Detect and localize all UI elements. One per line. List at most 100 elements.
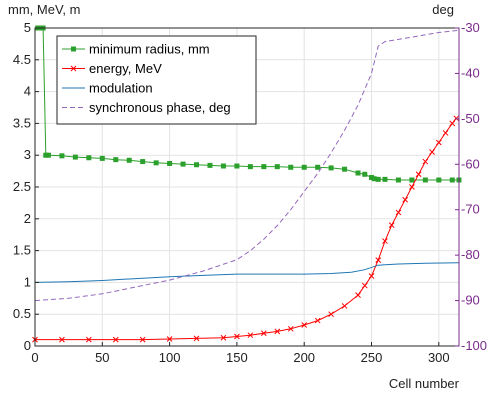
point-square-0 xyxy=(436,177,442,183)
legend-box xyxy=(56,35,257,125)
point-x-1 xyxy=(220,334,227,341)
y-right-tick-label: -90 xyxy=(461,293,480,308)
point-square-0 xyxy=(395,177,401,183)
point-square-0 xyxy=(194,162,200,168)
point-x-1 xyxy=(139,336,146,343)
point-square-0 xyxy=(113,157,119,163)
point-square-0 xyxy=(207,162,213,168)
point-x-1 xyxy=(314,317,321,324)
point-square-0 xyxy=(234,163,240,169)
x-tick-label: 150 xyxy=(226,350,248,365)
legend-marker-1 xyxy=(70,65,77,72)
point-x-1 xyxy=(435,139,442,146)
x-tick-label: 200 xyxy=(293,350,315,365)
legend-marker-0 xyxy=(71,46,76,52)
x-tick-label: 300 xyxy=(428,350,450,365)
y-left-tick-label: 4 xyxy=(24,84,31,99)
y-left-tick-label: 3 xyxy=(24,147,31,162)
point-square-0 xyxy=(449,177,455,183)
x-tick-label: 100 xyxy=(159,350,181,365)
point-square-0 xyxy=(274,164,280,170)
point-square-0 xyxy=(422,177,428,183)
point-square-0 xyxy=(86,155,92,161)
point-x-1 xyxy=(382,238,388,244)
point-x-1 xyxy=(112,336,119,343)
point-x-1 xyxy=(361,282,368,289)
point-square-0 xyxy=(220,163,226,169)
point-x-1 xyxy=(442,130,449,136)
point-square-0 xyxy=(371,176,377,182)
point-x-1 xyxy=(375,257,382,263)
point-x-1 xyxy=(449,120,456,127)
point-square-0 xyxy=(140,159,146,165)
point-x-1 xyxy=(234,333,240,340)
point-square-0 xyxy=(72,154,78,160)
point-x-1 xyxy=(59,336,65,343)
point-square-0 xyxy=(59,153,65,159)
point-x-1 xyxy=(429,149,435,155)
point-x-1 xyxy=(395,209,402,216)
y-left-tick-label: 2.5 xyxy=(13,179,31,194)
point-x-1 xyxy=(453,115,460,122)
y-left-tick-label: 1 xyxy=(24,274,31,289)
point-square-0 xyxy=(362,171,368,177)
point-square-0 xyxy=(315,164,321,170)
point-square-0 xyxy=(153,160,159,166)
point-x-1 xyxy=(355,292,361,298)
point-x-1 xyxy=(415,171,422,178)
point-x-1 xyxy=(328,311,334,318)
y-right-tick-label: -30 xyxy=(461,20,480,35)
series-line-3 xyxy=(34,29,460,302)
legend-label-2: modulation xyxy=(89,81,153,96)
x-tick-label: 50 xyxy=(95,350,109,365)
point-square-0 xyxy=(167,160,173,166)
point-square-0 xyxy=(382,176,388,182)
y-left-tick-label: 5 xyxy=(24,20,31,35)
x-tick-label: 250 xyxy=(361,350,383,365)
point-square-0 xyxy=(342,166,348,172)
y-right-tick-label: -100 xyxy=(461,338,487,353)
point-square-0 xyxy=(288,164,294,170)
y-right-tick-label: -80 xyxy=(461,247,480,262)
y-axis-right-label: deg xyxy=(432,2,454,17)
y-right-tick-label: -60 xyxy=(461,156,480,171)
point-x-1 xyxy=(260,330,267,337)
point-x-1 xyxy=(368,273,375,279)
point-x-1 xyxy=(274,328,281,335)
ticks: 0 50 100 150 200 250 300 0 0.5 1 1.5 2 2.5 3 3.5 4 4.5 5 -… xyxy=(13,20,487,365)
point-square-0 xyxy=(45,152,51,158)
point-x-1 xyxy=(388,222,395,229)
y-right-tick-label: -40 xyxy=(461,65,480,80)
point-x-1 xyxy=(402,196,409,203)
point-x-1 xyxy=(247,332,254,339)
point-x-1 xyxy=(85,336,92,343)
point-x-1 xyxy=(341,303,348,309)
point-x-1 xyxy=(166,336,173,342)
y-right-tick-label: -50 xyxy=(461,111,480,126)
y-left-tick-label: 4.5 xyxy=(13,52,31,67)
point-square-0 xyxy=(247,164,253,170)
series-line-2 xyxy=(34,262,460,283)
legend-label-3: synchronous phase, deg xyxy=(89,100,231,115)
y-left-tick-label: 0.5 xyxy=(13,306,31,321)
x-tick-label: 0 xyxy=(31,350,38,365)
y-left-tick-label: 1.5 xyxy=(13,243,31,258)
legend-label-0: minimum radius, mm xyxy=(89,42,210,57)
point-square-0 xyxy=(301,164,307,170)
x-axis-label: Cell number xyxy=(389,376,460,391)
point-x-1 xyxy=(193,335,200,342)
point-square-0 xyxy=(328,165,334,171)
point-square-0 xyxy=(409,177,415,183)
y-left-tick-label: 3.5 xyxy=(13,115,31,130)
point-x-1 xyxy=(287,325,294,332)
point-square-0 xyxy=(355,170,361,176)
point-square-0 xyxy=(180,161,186,167)
point-x-1 xyxy=(409,184,415,190)
y-left-tick-label: 2 xyxy=(24,211,31,226)
point-x-1 xyxy=(301,322,308,328)
point-x-1 xyxy=(422,158,429,165)
y-axis-left-label: mm, MeV, m xyxy=(8,2,80,17)
y-left-tick-label: 0 xyxy=(24,338,31,353)
legend-label-1: energy, MeV xyxy=(89,61,162,76)
